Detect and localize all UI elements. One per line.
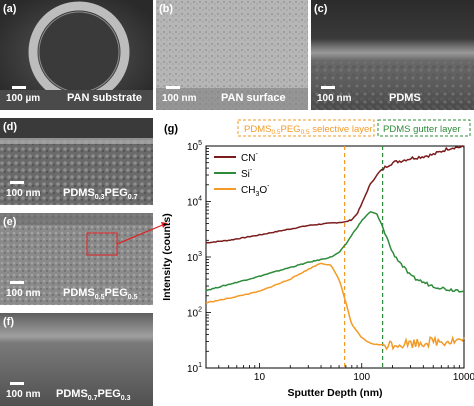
pan-surface-image xyxy=(156,0,308,110)
caption-c: PDMS xyxy=(389,92,421,104)
series-line-2 xyxy=(205,262,465,351)
annotation-selective-layer: PDMS0.5PEG0.5 selective layer xyxy=(237,119,375,137)
sem-panel-f: (f) 100 nm PDMS0.7PEG0.3 xyxy=(0,313,153,406)
caption-f-sub1: 0.7 xyxy=(87,395,98,403)
y-axis-label: Intensity (counts) xyxy=(161,213,173,301)
ann-gutter-text: PDMS gutter layer xyxy=(383,124,461,135)
panel-label-c: (c) xyxy=(314,3,328,15)
ann-sel-post: selective layer xyxy=(310,124,373,135)
x-tick-label: 10 xyxy=(254,372,266,383)
panel-label-e: (e) xyxy=(3,216,17,228)
pdms07peg03-image xyxy=(0,313,153,406)
caption-f-part2: PEG xyxy=(97,388,121,400)
ann-sel-sub1: 0.5 xyxy=(271,129,280,136)
x-tick-label: 1000 xyxy=(453,372,474,383)
x-axis-label: Sputter Depth (nm) xyxy=(287,387,382,399)
x-tick-label: 100 xyxy=(353,372,370,383)
y-tick-label: 105 xyxy=(187,140,202,153)
caption-d-part1: PDMS xyxy=(63,187,95,199)
chart-panel-label: (g) xyxy=(164,123,178,135)
legend-entry: CN- xyxy=(241,151,258,164)
caption-b: PAN surface xyxy=(221,92,286,104)
scale-bar-d xyxy=(10,181,24,184)
scale-text-d: 100 nm xyxy=(6,188,41,199)
panel-label-f: (f) xyxy=(3,316,14,328)
panel-label-b: (b) xyxy=(159,3,174,15)
caption-e-part1: PDMS xyxy=(63,287,95,299)
caption-d-sub1: 0.3 xyxy=(94,194,105,202)
sem-panel-c: (c) 100 nm PDMS xyxy=(311,0,474,110)
scale-bar-f xyxy=(10,382,24,385)
scale-bar-a xyxy=(12,86,26,89)
y-tick-label: 104 xyxy=(187,196,202,209)
caption-e-sub1: 0.5 xyxy=(94,294,105,302)
y-tick-label: 101 xyxy=(187,362,202,375)
sem-panel-b: (b) 100 nm PAN surface xyxy=(156,0,308,110)
pdms-image xyxy=(311,0,474,110)
caption-d-sub2: 0.7 xyxy=(127,194,138,202)
caption-e-part2: PEG xyxy=(104,287,128,299)
pan-substrate-image xyxy=(0,0,153,110)
sem-panel-a: (a) 100 µm PAN substrate xyxy=(0,0,153,110)
ann-sel-mid: PEG xyxy=(281,124,301,135)
scale-text-b: 100 nm xyxy=(162,93,197,104)
scale-text-e: 100 nm xyxy=(6,288,41,299)
panel-label-d: (d) xyxy=(3,121,18,133)
svg-text:PDMS0.5PEG0.5 selective layer: PDMS0.5PEG0.5 selective layer xyxy=(244,124,372,136)
sims-depth-profile-chart: (g) PDMS0.5PEG0.5 selective layer PDMS g… xyxy=(161,119,474,399)
scale-text-f: 100 nm xyxy=(6,389,41,400)
sem-panel-e: (e) 100 nm PDMS0.5PEG0.5 xyxy=(0,213,153,305)
caption-f-sub2: 0.3 xyxy=(120,395,131,403)
sem-panel-d: (d) 100 nm PDMS0.3PEG0.7 xyxy=(0,118,153,205)
y-tick-label: 102 xyxy=(187,307,202,320)
series-line-0 xyxy=(205,144,465,244)
panel-label-a: (a) xyxy=(3,3,17,15)
scale-text-a: 100 µm xyxy=(6,93,41,104)
scale-bar-e xyxy=(10,281,24,284)
legend-entry: CH3O- xyxy=(241,183,270,198)
scale-bar-b xyxy=(166,86,180,89)
caption-e-sub2: 0.5 xyxy=(127,294,138,302)
series-line-1 xyxy=(205,210,465,293)
scale-bar-c xyxy=(321,86,335,89)
ann-sel-pre: PDMS xyxy=(244,124,271,135)
caption-d-part2: PEG xyxy=(104,187,128,199)
annotation-gutter-layer: PDMS gutter layer xyxy=(377,119,471,137)
caption-d: PDMS0.3PEG0.7 xyxy=(63,187,137,201)
ann-sel-sub2: 0.5 xyxy=(301,129,310,136)
caption-f-part1: PDMS xyxy=(56,388,88,400)
caption-f: PDMS0.7PEG0.3 xyxy=(56,388,130,402)
y-tick-label: 103 xyxy=(187,251,202,264)
caption-a: PAN substrate xyxy=(67,92,142,104)
pdms03peg07-image xyxy=(0,118,153,205)
scale-text-c: 100 nm xyxy=(317,93,352,104)
pdms05peg05-image xyxy=(0,213,153,305)
legend-entry: Si- xyxy=(241,167,253,180)
plot-area: 10 100 1000 101 102 103 104 105 CN- Si- CH3O- xyxy=(187,140,474,383)
caption-e: PDMS0.5PEG0.5 xyxy=(63,287,137,301)
